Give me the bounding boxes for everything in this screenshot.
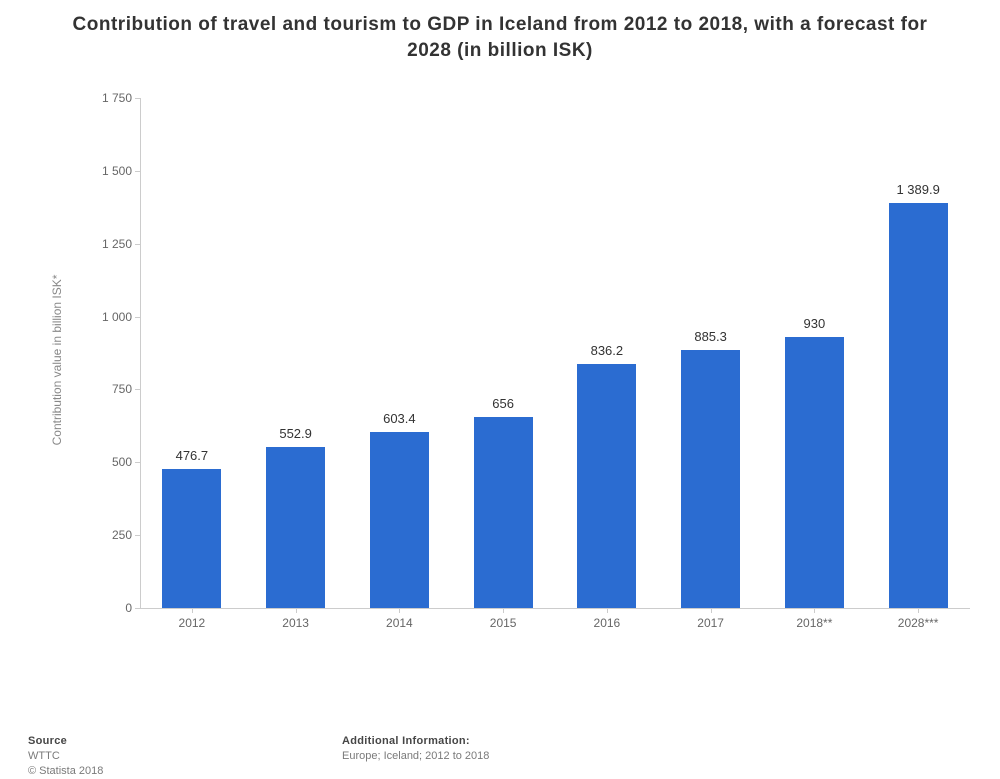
ytick-label: 1 750 — [72, 91, 132, 105]
xtick-label: 2013 — [282, 616, 309, 630]
bar — [577, 364, 636, 608]
source-heading: Source — [28, 735, 103, 747]
bar-value-label: 552.9 — [279, 426, 312, 441]
copyright-text: © Statista 2018 — [28, 764, 103, 779]
ytick-label: 0 — [72, 601, 132, 615]
ytick-label: 500 — [72, 455, 132, 469]
y-axis-label: Contribution value in billion ISK* — [50, 275, 64, 446]
bar-value-label: 476.7 — [176, 448, 209, 463]
source-text: WTTC — [28, 749, 103, 764]
xtick-mark — [399, 608, 400, 613]
bar — [266, 447, 325, 608]
x-axis-line — [140, 608, 970, 609]
xtick-label: 2018** — [796, 616, 832, 630]
xtick-mark — [503, 608, 504, 613]
bar — [681, 350, 740, 608]
ytick-mark — [135, 244, 140, 245]
xtick-label: 2017 — [697, 616, 724, 630]
plot-region: 476.7 552.9 603.4 656 836.2 885.3 930 1 389.9 — [140, 98, 970, 608]
ytick-mark — [135, 389, 140, 390]
ytick-label: 750 — [72, 382, 132, 396]
xtick-label: 2012 — [179, 616, 206, 630]
bar-value-label: 1 389.9 — [896, 182, 939, 197]
bar-value-label: 930 — [804, 316, 826, 331]
bar — [162, 469, 221, 608]
xtick-mark — [192, 608, 193, 613]
ytick-mark — [135, 462, 140, 463]
chart-area: Contribution value in billion ISK* 476.7… — [95, 98, 970, 640]
ytick-label: 1 500 — [72, 164, 132, 178]
bar — [785, 337, 844, 608]
ytick-label: 250 — [72, 528, 132, 542]
bar — [370, 432, 429, 608]
xtick-mark — [296, 608, 297, 613]
bar-value-label: 603.4 — [383, 411, 416, 426]
ytick-mark — [135, 171, 140, 172]
bar-value-label: 836.2 — [591, 343, 624, 358]
chart-title: Contribution of travel and tourism to GD… — [0, 0, 1000, 71]
xtick-mark — [711, 608, 712, 613]
ytick-label: 1 000 — [72, 310, 132, 324]
ytick-mark — [135, 317, 140, 318]
xtick-mark — [814, 608, 815, 613]
info-text: Europe; Iceland; 2012 to 2018 — [342, 749, 489, 764]
xtick-mark — [918, 608, 919, 613]
bar-value-label: 656 — [492, 396, 514, 411]
xtick-mark — [607, 608, 608, 613]
xtick-label: 2028*** — [898, 616, 939, 630]
ytick-mark — [135, 535, 140, 536]
ytick-label: 1 250 — [72, 237, 132, 251]
xtick-label: 2014 — [386, 616, 413, 630]
ytick-mark — [135, 98, 140, 99]
bar — [889, 203, 948, 608]
xtick-label: 2016 — [594, 616, 621, 630]
bar — [474, 417, 533, 608]
xtick-label: 2015 — [490, 616, 517, 630]
ytick-mark — [135, 608, 140, 609]
info-heading: Additional Information: — [342, 735, 489, 747]
bar-value-label: 885.3 — [694, 329, 727, 344]
